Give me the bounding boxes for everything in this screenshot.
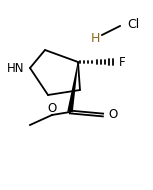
Text: H: H <box>90 32 100 44</box>
Text: F: F <box>119 55 126 69</box>
Text: HN: HN <box>7 62 25 74</box>
Text: O: O <box>47 102 57 116</box>
Text: Cl: Cl <box>127 18 139 32</box>
Polygon shape <box>67 62 78 112</box>
Text: O: O <box>108 108 117 121</box>
